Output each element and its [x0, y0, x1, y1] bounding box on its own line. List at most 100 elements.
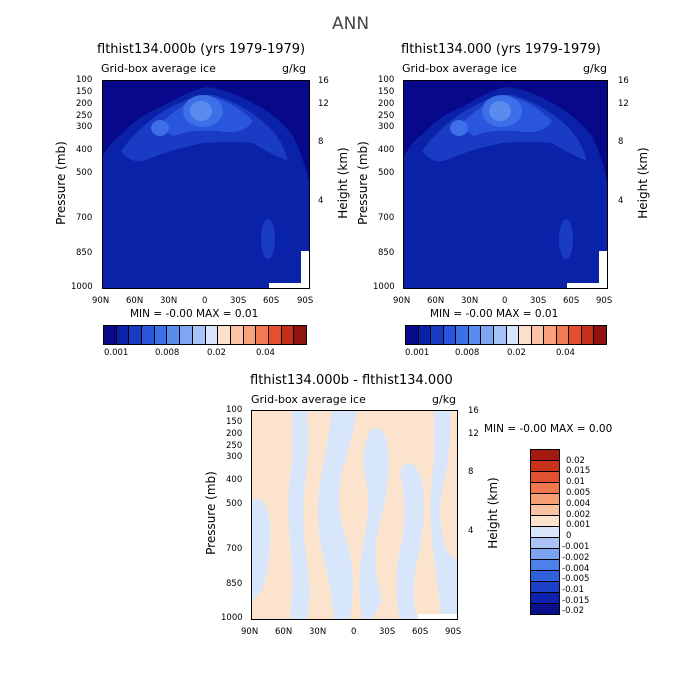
panel2-heatmap: [404, 81, 607, 288]
colorbar-swatch: [267, 326, 281, 344]
colorbar-swatch: [153, 326, 167, 344]
colorbar-swatch: [406, 326, 418, 344]
panel2-colorbar-label: 0.02: [507, 348, 526, 358]
panel3-ytick: 250: [226, 441, 243, 451]
panel2-min-max: MIN = -0.00 MAX = 0.01: [430, 308, 559, 320]
panel3-title: flthist134.000b - flthist134.000: [250, 373, 453, 388]
panel1-ytick: 300: [76, 122, 93, 132]
colorbar-swatch: [455, 326, 468, 344]
panel1-missing-data-edge: [301, 251, 309, 288]
panel3-xtick: 60S: [412, 627, 429, 637]
panel1-ytick-right: 16: [318, 76, 329, 86]
panel2-subtitle-left: Grid-box average ice: [402, 62, 517, 75]
colorbar-swatch: [543, 326, 556, 344]
panel3-ytick-right: 12: [468, 429, 479, 439]
panel3-xtick: 90N: [241, 627, 259, 637]
panel1-xtick: 90N: [92, 296, 110, 306]
colorbar-swatch: [531, 450, 559, 460]
panel1-ytick: 1000: [71, 282, 93, 292]
panel3-ytick: 500: [226, 499, 243, 509]
colorbar-swatch: [531, 603, 559, 614]
colorbar-swatch: [467, 326, 481, 344]
panel1-title: flthist134.000b (yrs 1979-1979): [97, 42, 306, 57]
panel3-ytick: 200: [226, 429, 243, 439]
panel2-xtick: 0: [502, 296, 508, 306]
panel2-ytick-right: 12: [618, 99, 629, 109]
panel3-colorbar-label: -0.001: [562, 542, 590, 552]
panel2-xtick: 60N: [427, 296, 445, 306]
panel2-ytick: 250: [378, 111, 395, 121]
colorbar-swatch: [128, 326, 142, 344]
colorbar-swatch: [141, 326, 154, 344]
panel3-xtick: 30N: [309, 627, 327, 637]
colorbar-swatch: [293, 326, 306, 344]
panel3-ytick: 150: [226, 417, 243, 427]
panel2-ytick-right: 8: [618, 137, 624, 147]
panel1-ylabel-right: Height (km): [336, 147, 350, 219]
panel3-min-max: MIN = -0.00 MAX = 0.00: [484, 423, 613, 435]
panel3-fill-base: [252, 411, 457, 619]
colorbar-swatch: [531, 482, 559, 493]
panel3-plot-area: [251, 410, 458, 620]
panel3-xtick: 30S: [379, 627, 396, 637]
panel3-xtick: 60N: [275, 627, 293, 637]
panel2-missing-data: [567, 283, 607, 288]
panel3-neg-band-4: [396, 463, 424, 619]
colorbar-swatch: [531, 592, 559, 603]
panel3-neg-band-3: [359, 427, 389, 619]
panel3-colorbar-label: -0.015: [562, 596, 590, 606]
panel2-ytick: 200: [378, 99, 395, 109]
panel1-ytick: 700: [76, 213, 93, 223]
colorbar-swatch: [166, 326, 180, 344]
colorbar-swatch: [229, 326, 243, 344]
panel1-xtick: 60S: [263, 296, 280, 306]
panel1-ytick-right: 4: [318, 196, 324, 206]
panel2-colorbar: [405, 325, 607, 345]
colorbar-swatch: [568, 326, 581, 344]
colorbar-swatch: [531, 581, 559, 592]
colorbar-swatch: [531, 537, 559, 548]
panel2-xtick: 90N: [393, 296, 411, 306]
panel1-xtick: 60N: [126, 296, 144, 306]
panel1-missing-data: [269, 283, 309, 288]
colorbar-swatch: [204, 326, 218, 344]
panel3-ytick-right: 4: [468, 526, 474, 536]
panel1-min-max: MIN = -0.00 MAX = 0.01: [130, 308, 259, 320]
panel1-xtick: 30S: [230, 296, 247, 306]
panel3-ytick: 1000: [221, 613, 243, 623]
panel1-ytick: 150: [76, 87, 93, 97]
colorbar-swatch: [115, 326, 129, 344]
panel1-ytick: 100: [76, 75, 93, 85]
panel2-ytick: 700: [378, 213, 395, 223]
panel1-colorbar: [103, 325, 307, 345]
panel3-ytick: 700: [226, 544, 243, 554]
panel1-ytick: 850: [76, 248, 93, 258]
panel3-ytick: 300: [226, 452, 243, 462]
panel1-xtick: 90S: [297, 296, 314, 306]
colorbar-swatch: [191, 326, 205, 344]
panel2-ytick: 500: [378, 168, 395, 178]
panel3-colorbar-label: 0.02: [566, 456, 585, 466]
panel2-colorbar-label: 0.04: [556, 348, 575, 358]
colorbar-swatch: [480, 326, 493, 344]
panel3-colorbar-label: 0.015: [566, 466, 591, 476]
panel3-missing-data: [418, 614, 457, 619]
panel3-xtick: 0: [351, 627, 357, 637]
panel2-subtitle-right: g/kg: [583, 62, 608, 75]
panel3-subtitle-right: g/kg: [432, 393, 457, 406]
colorbar-swatch: [530, 326, 544, 344]
colorbar-swatch: [593, 326, 606, 344]
colorbar-swatch: [430, 326, 443, 344]
panel2-missing-data-edge: [599, 251, 607, 288]
panel2-xtick: 60S: [563, 296, 580, 306]
panel2-ytick: 400: [378, 145, 395, 155]
panel1-ylabel: Pressure (mb): [54, 141, 68, 225]
colorbar-swatch: [518, 326, 531, 344]
panel3-ytick-right: 16: [468, 406, 479, 416]
colorbar-swatch: [531, 559, 559, 570]
panel2-colorbar-label: 0.008: [455, 348, 480, 358]
colorbar-swatch: [531, 526, 559, 537]
panel1-ytick-right: 12: [318, 99, 329, 109]
panel3-colorbar-label: -0.01: [562, 585, 584, 595]
colorbar-swatch: [531, 471, 559, 482]
